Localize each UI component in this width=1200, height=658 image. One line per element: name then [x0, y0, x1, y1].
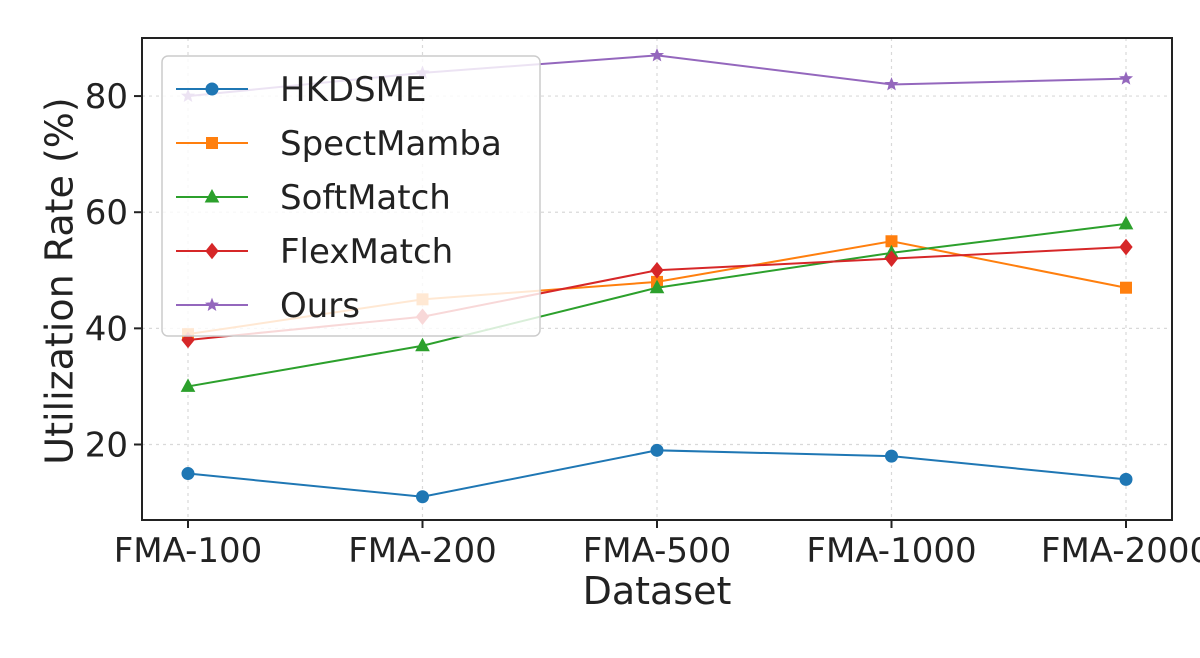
legend-item-softmatch: SoftMatch	[176, 178, 451, 218]
legend-label: SpectMamba	[280, 124, 502, 164]
y-tick-label: 20	[85, 426, 128, 466]
x-tick-label: FMA-200	[348, 531, 497, 571]
data-point-spectmamba	[1120, 281, 1132, 294]
legend-marker	[205, 242, 219, 260]
legend-marker	[206, 137, 218, 149]
legend-label: SoftMatch	[280, 178, 451, 218]
legend: HKDSME SpectMamba SoftMatch FlexMatch Ours	[161, 55, 541, 337]
y-tick-label: 80	[85, 77, 128, 117]
data-point-hkdsme	[416, 490, 429, 504]
legend-item-ours: Ours	[176, 286, 360, 326]
legend-box	[161, 55, 541, 337]
legend-item-hkdsme: HKDSME	[176, 70, 426, 110]
legend-marker	[205, 82, 219, 96]
legend-label: Ours	[280, 286, 360, 326]
data-point-hkdsme	[650, 443, 664, 457]
data-point-softmatch	[649, 279, 665, 294]
x-tick-label: FMA-500	[583, 531, 732, 571]
data-point-flexmatch	[884, 250, 899, 267]
legend-marker	[204, 297, 220, 311]
legend-label: FlexMatch	[280, 232, 453, 272]
data-point-ours	[1118, 71, 1134, 85]
data-point-flexmatch	[1119, 238, 1133, 256]
x-tick-label: FMA-2000	[1041, 531, 1200, 571]
axes: 20 40 60 80 FMA-100 FMA-200 FMA-500 FMA-1000 FMA…	[85, 77, 1200, 571]
data-point-hkdsme	[885, 449, 898, 463]
series-hkdsme	[181, 443, 1133, 504]
y-axis-label: Utilization Rate (%)	[38, 97, 82, 464]
x-axis-label: Dataset	[583, 569, 732, 613]
data-point-softmatch	[180, 378, 196, 392]
legend-item-spectmamba: SpectMamba	[176, 124, 502, 164]
x-tick-label: FMA-100	[114, 531, 263, 571]
x-tick-label: FMA-1000	[806, 531, 976, 571]
data-point-softmatch	[1118, 215, 1134, 230]
legend-marker	[204, 188, 220, 203]
y-tick-label: 40	[85, 309, 128, 349]
data-point-hkdsme	[1119, 472, 1133, 486]
data-point-ours	[884, 77, 899, 91]
data-point-ours	[649, 48, 665, 62]
y-tick-label: 60	[85, 193, 128, 233]
legend-label: HKDSME	[280, 70, 426, 110]
data-point-flexmatch	[650, 261, 664, 279]
legend-item-flexmatch: FlexMatch	[176, 232, 453, 272]
data-point-hkdsme	[181, 467, 195, 481]
data-point-softmatch	[415, 337, 430, 352]
